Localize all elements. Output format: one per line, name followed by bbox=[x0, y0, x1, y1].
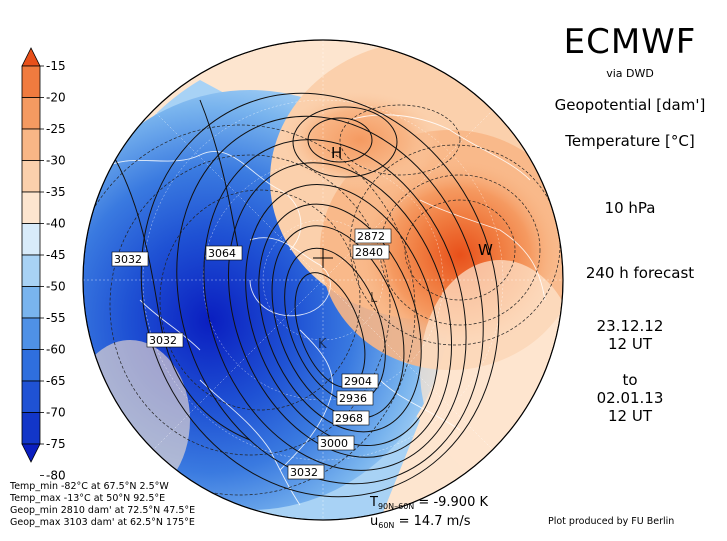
low-marker: L bbox=[370, 291, 378, 306]
data-source: via DWD bbox=[606, 67, 654, 80]
colorbar-segment bbox=[21, 317, 41, 350]
u-value: = 14.7 m/s bbox=[398, 514, 471, 529]
t-value: = -9.900 K bbox=[418, 495, 489, 510]
vortex-indices: T90N–60N = -9.900 K u60N = 14.7 m/s bbox=[370, 495, 488, 533]
t-symbol: T bbox=[370, 495, 378, 510]
svg-text:3000: 3000 bbox=[320, 437, 348, 450]
colorbar-segment bbox=[21, 97, 41, 130]
colorbar-label: -80 bbox=[46, 469, 66, 483]
svg-text:2872: 2872 bbox=[357, 230, 385, 243]
forecast-lead: 240 h forecast bbox=[585, 264, 695, 282]
colorbar-segment bbox=[21, 223, 41, 256]
colorbar-segment bbox=[21, 160, 41, 193]
temp-min-stat: Temp_min -82°C at 67.5°N 2.5°W bbox=[10, 481, 169, 492]
contour-label-2968: 2968 bbox=[332, 410, 370, 426]
colorbar-label: -30 bbox=[46, 154, 66, 168]
extremes-stats: Temp_min -82°C at 67.5°N 2.5°W Temp_max … bbox=[10, 481, 195, 529]
colorbar-label: -40 bbox=[46, 217, 66, 231]
colorbar-label: -55 bbox=[46, 311, 66, 325]
colorbar-label: -70 bbox=[46, 406, 66, 420]
temp-max-stat: Temp_max -13°C at 50°N 92.5°E bbox=[10, 493, 166, 504]
svg-text:2936: 2936 bbox=[339, 392, 367, 405]
map-boundary bbox=[82, 39, 564, 521]
temperature-index: T90N–60N = -9.900 K bbox=[370, 495, 488, 514]
variable-geopotential: Geopotential [dam'] bbox=[554, 96, 706, 114]
to-label: to bbox=[622, 371, 638, 389]
temperature-colorbar: -15 -20 -25 -30 -35 -40 -45 -50 -55 -60 -65 -70 -75 -… bbox=[21, 47, 66, 483]
model-title: ECMWF bbox=[563, 22, 697, 62]
colorbar-arrow-bottom bbox=[21, 443, 41, 463]
contour-label-2936: 2936 bbox=[336, 390, 374, 406]
colorbar-label: -75 bbox=[46, 437, 66, 451]
contour-label-3032-southwest: 3032 bbox=[146, 332, 184, 348]
init-time: 12 UT bbox=[608, 335, 652, 353]
colorbar-segment bbox=[21, 380, 41, 413]
north-pole-marker bbox=[313, 248, 333, 268]
init-date: 23.12.12 bbox=[596, 317, 664, 335]
wind-index: u60N = 14.7 m/s bbox=[370, 514, 488, 533]
svg-text:3032: 3032 bbox=[114, 253, 142, 266]
svg-text:3064: 3064 bbox=[208, 247, 236, 260]
plot-credit: Plot produced by FU Berlin bbox=[548, 516, 675, 527]
svg-text:3032: 3032 bbox=[149, 334, 177, 347]
colorbar-segment bbox=[21, 191, 41, 224]
contour-label-2840: 2840 bbox=[352, 244, 390, 260]
colorbar-segment bbox=[21, 286, 41, 319]
contour-label-3064: 3064 bbox=[205, 245, 243, 261]
colorbar-arrow-top bbox=[21, 47, 41, 67]
geop-min-stat: Geop_min 2810 dam' at 72.5°N 47.5°E bbox=[10, 505, 196, 516]
colorbar-segment bbox=[21, 412, 41, 445]
contour-label-2904: 2904 bbox=[341, 373, 379, 389]
colorbar-label: -35 bbox=[46, 185, 66, 199]
u-subscript: 60N bbox=[378, 521, 395, 530]
svg-text:2840: 2840 bbox=[355, 246, 383, 259]
svg-text:2968: 2968 bbox=[335, 412, 363, 425]
colorbar-label: -65 bbox=[46, 374, 66, 388]
u-symbol: u bbox=[370, 514, 379, 529]
variable-temperature: Temperature [°C] bbox=[565, 132, 695, 150]
contour-label-2872: 2872 bbox=[354, 228, 392, 244]
colorbar-segment bbox=[21, 65, 41, 98]
colorbar-label: -25 bbox=[46, 122, 66, 136]
t-subscript: 90N–60N bbox=[377, 502, 415, 511]
pressure-level: 10 hPa bbox=[604, 199, 656, 217]
contour-label-3000: 3000 bbox=[317, 435, 355, 451]
colorbar-label: -45 bbox=[46, 248, 66, 262]
svg-text:3032: 3032 bbox=[290, 466, 318, 479]
valid-time: 12 UT bbox=[608, 407, 652, 425]
valid-datetime: 02.01.13 12 UT bbox=[545, 389, 715, 425]
colorbar-label: -15 bbox=[46, 59, 66, 73]
colorbar-label: -60 bbox=[46, 343, 66, 357]
warm-marker: W bbox=[478, 241, 493, 259]
init-datetime: 23.12.12 12 UT bbox=[545, 317, 715, 353]
colorbar-segment bbox=[21, 349, 41, 382]
geop-max-stat: Geop_max 3103 dam' at 62.5°N 175°E bbox=[10, 517, 195, 528]
valid-date: 02.01.13 bbox=[596, 389, 664, 407]
high-marker: H bbox=[331, 144, 342, 162]
colorbar-label: -50 bbox=[46, 280, 66, 294]
svg-text:2904: 2904 bbox=[344, 375, 372, 388]
contour-label-3032-west: 3032 bbox=[111, 251, 149, 267]
colorbar-label: -20 bbox=[46, 91, 66, 105]
contour-label-3032-south: 3032 bbox=[287, 464, 325, 480]
colorbar-segment bbox=[21, 254, 41, 287]
colorbar-segment bbox=[21, 128, 41, 161]
cold-marker: K bbox=[318, 337, 327, 352]
